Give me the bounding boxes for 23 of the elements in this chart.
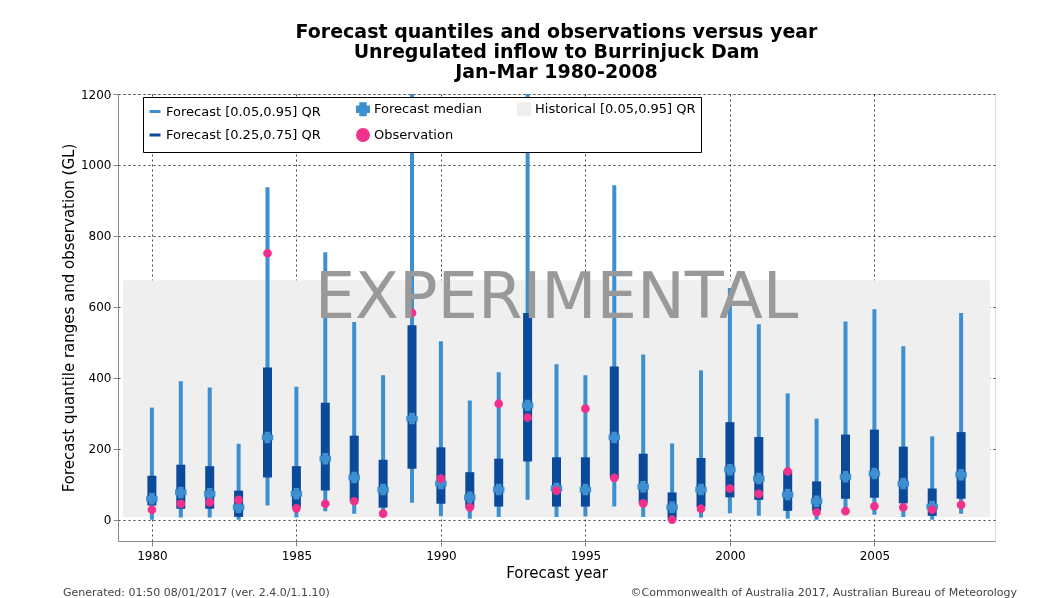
legend-label: Observation	[374, 127, 454, 142]
text: Generated: 01:50 08/01/2017 (ver. 2.4.0/1.1.10)	[63, 586, 330, 598]
x-tick-label: 1980	[137, 548, 168, 563]
x-axis-title: Forecast year	[506, 563, 609, 582]
x-tick-label: 1990	[426, 548, 457, 563]
y-tick-label: 600	[88, 300, 112, 315]
y-tick-label: 400	[88, 371, 112, 386]
y-tick-label: 200	[88, 442, 112, 457]
chart-title: Forecast quantiles and observations versus year Unregulated inflow to Burrinjuck Dam Jan-Mar 1980-2008	[295, 20, 819, 82]
y-tick-label: 0	[103, 513, 112, 528]
y-tick-label: 800	[88, 229, 112, 244]
y-tick-label: 1000	[80, 158, 112, 173]
legend-label: Forecast [0.25,0.75] QR	[166, 127, 321, 142]
x-tick-label: 2000	[715, 548, 746, 563]
y-axis-title: Forecast quantile ranges and observation (GL)	[59, 143, 78, 493]
x-tick-label: 1985	[281, 548, 313, 563]
legend-label: Forecast [0.05,0.95] QR	[166, 103, 321, 119]
y-tick-label: 1200	[80, 87, 112, 102]
x-tick-label: 1995	[570, 548, 602, 563]
text: ©Commonwealth of Australia 2017, Australian Bureau of Meteorology	[630, 586, 1018, 598]
x-tick-label: 2005	[859, 548, 891, 563]
legend-label: Forecast median	[374, 101, 482, 117]
legend-label: Historical [0.05,0.95] QR	[535, 101, 696, 117]
